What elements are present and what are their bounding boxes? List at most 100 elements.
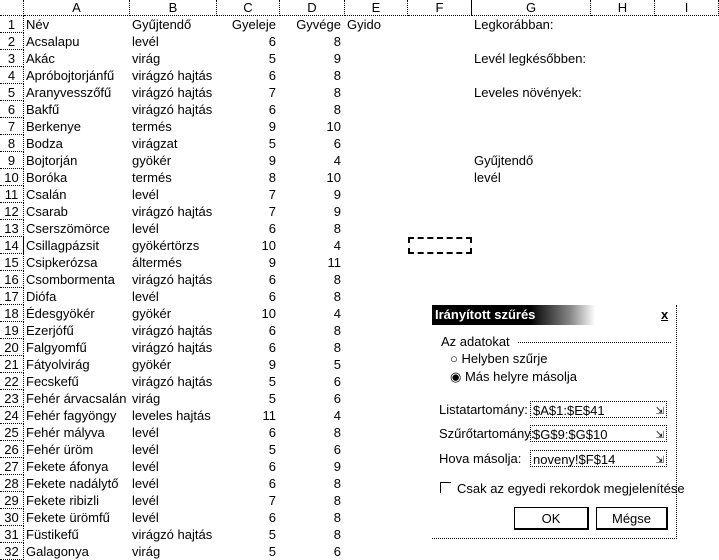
collect-part-cell[interactable]: virágzó hajtás	[132, 204, 213, 219]
end-month-cell[interactable]: 4	[333, 238, 341, 253]
name-cell[interactable]: Apróbojtorjánfű	[26, 68, 115, 83]
collect-part-cell[interactable]: leveles hajtás	[132, 408, 211, 423]
start-month-cell[interactable]: 6	[268, 510, 276, 525]
end-month-cell[interactable]: 10	[326, 170, 341, 185]
name-cell[interactable]: Fekete nadálytő	[26, 476, 119, 491]
collect-part-cell[interactable]: virágzó hajtás	[132, 340, 213, 355]
name-cell[interactable]: Galagonya	[26, 544, 89, 559]
end-month-cell[interactable]: 4	[333, 153, 341, 168]
name-cell[interactable]: Csipkerózsa	[26, 255, 98, 270]
start-month-cell[interactable]: 6	[268, 272, 276, 287]
row-header[interactable]: 23	[0, 390, 24, 407]
row-header[interactable]: 16	[0, 271, 24, 288]
name-cell[interactable]: Fehér üröm	[26, 442, 94, 457]
column-header-G[interactable]: G	[472, 0, 591, 16]
row-header[interactable]: 1	[0, 16, 24, 33]
row-header[interactable]: 4	[0, 67, 24, 84]
start-month-cell[interactable]: 5	[268, 374, 276, 389]
header-cell[interactable]: Gyvége	[296, 17, 341, 32]
radio-in-place[interactable]: ○ Helyben szűrje	[450, 351, 547, 366]
end-month-cell[interactable]: 5	[333, 357, 341, 372]
row-header[interactable]: 32	[0, 543, 24, 560]
radio-copy-elsewhere[interactable]: ◉ Más helyre másolja	[450, 369, 577, 385]
start-month-cell[interactable]: 9	[268, 357, 276, 372]
header-cell[interactable]: Gyeleje	[231, 17, 276, 32]
collect-part-cell[interactable]: áltermés	[132, 255, 182, 270]
name-cell[interactable]: Bojtorján	[26, 153, 78, 168]
end-month-cell[interactable]: 6	[333, 374, 341, 389]
name-cell[interactable]: Cserszömörce	[26, 221, 110, 236]
collect-part-cell[interactable]: virágzat	[132, 136, 178, 151]
end-month-cell[interactable]: 8	[333, 527, 341, 542]
start-month-cell[interactable]: 6	[268, 340, 276, 355]
end-month-cell[interactable]: 8	[333, 221, 341, 236]
end-month-cell[interactable]: 8	[333, 510, 341, 525]
row-header[interactable]: 19	[0, 322, 24, 339]
collect-part-cell[interactable]: gyökér	[132, 357, 172, 372]
row-header[interactable]: 30	[0, 509, 24, 526]
end-month-cell[interactable]: 6	[333, 391, 341, 406]
collapse-dialog-icon[interactable]: ⇲	[655, 430, 664, 441]
name-cell[interactable]: Bakfű	[26, 102, 60, 117]
name-cell[interactable]: Csarab	[26, 204, 68, 219]
column-header-I[interactable]: I	[655, 0, 719, 16]
name-cell[interactable]: Fehér mályva	[26, 425, 105, 440]
copy-to-input[interactable]: noveny!$F$14 ⇲	[530, 450, 667, 467]
name-cell[interactable]: Csalán	[26, 187, 67, 202]
collect-part-cell[interactable]: levél	[132, 493, 159, 508]
end-month-cell[interactable]: 8	[333, 272, 341, 287]
end-month-cell[interactable]: 4	[333, 306, 341, 321]
start-month-cell[interactable]: 5	[268, 544, 276, 559]
collect-part-cell[interactable]: levél	[132, 442, 159, 457]
start-month-cell[interactable]: 5	[268, 442, 276, 457]
name-cell[interactable]: Bodza	[26, 136, 63, 151]
collect-part-cell[interactable]: virág	[132, 544, 161, 559]
end-month-cell[interactable]: 6	[333, 442, 341, 457]
header-cell[interactable]: Gyido	[347, 17, 381, 32]
start-month-cell[interactable]: 5	[268, 136, 276, 151]
end-month-cell[interactable]: 6	[333, 136, 341, 151]
start-month-cell[interactable]: 6	[268, 476, 276, 491]
name-cell[interactable]: Falgyomfű	[26, 340, 87, 355]
cancel-button[interactable]: Mégse	[596, 507, 668, 530]
name-cell[interactable]: Boróka	[26, 170, 68, 185]
collect-part-cell[interactable]: levél	[132, 221, 159, 236]
start-month-cell[interactable]: 8	[268, 170, 276, 185]
end-month-cell[interactable]: 11	[327, 255, 342, 270]
collect-part-cell[interactable]: levél	[132, 289, 159, 304]
row-header[interactable]: 12	[0, 203, 24, 220]
start-month-cell[interactable]: 5	[268, 51, 276, 66]
name-cell[interactable]: Fátyolvirág	[26, 357, 90, 372]
start-month-cell[interactable]: 6	[268, 323, 276, 338]
start-month-cell[interactable]: 9	[268, 119, 276, 134]
collect-part-cell[interactable]: virágzó hajtás	[132, 68, 213, 83]
end-month-cell[interactable]: 4	[333, 408, 341, 423]
name-cell[interactable]: Akác	[26, 51, 55, 66]
start-month-cell[interactable]: 7	[268, 187, 276, 202]
collect-part-cell[interactable]: virág	[132, 51, 161, 66]
name-cell[interactable]: Csombormenta	[26, 272, 115, 287]
end-month-cell[interactable]: 8	[333, 34, 341, 49]
row-header[interactable]: 6	[0, 101, 24, 118]
column-header-D[interactable]: D	[280, 0, 345, 16]
row-header[interactable]: 14	[0, 237, 24, 254]
name-cell[interactable]: Diófa	[26, 289, 57, 304]
g-column-cell[interactable]: Levél legkésőbben:	[474, 51, 587, 66]
end-month-cell[interactable]: 9	[333, 459, 341, 474]
row-header[interactable]: 7	[0, 118, 24, 135]
criteria-range-input[interactable]: $G$9:$G$10 ⇲	[530, 425, 667, 442]
collapse-dialog-icon[interactable]: ⇲	[655, 406, 664, 417]
start-month-cell[interactable]: 6	[268, 68, 276, 83]
collect-part-cell[interactable]: gyökértörzs	[132, 238, 200, 253]
row-header[interactable]: 18	[0, 305, 24, 322]
end-month-cell[interactable]: 8	[333, 323, 341, 338]
name-cell[interactable]: Fekete áfonya	[26, 459, 109, 474]
collect-part-cell[interactable]: levél	[132, 187, 159, 202]
column-header-F[interactable]: F	[408, 0, 472, 16]
row-header[interactable]: 27	[0, 458, 24, 475]
start-month-cell[interactable]: 6	[268, 221, 276, 236]
collect-part-cell[interactable]: termés	[132, 170, 172, 185]
end-month-cell[interactable]: 8	[333, 425, 341, 440]
start-month-cell[interactable]: 6	[268, 459, 276, 474]
collect-part-cell[interactable]: virágzó hajtás	[132, 85, 213, 100]
